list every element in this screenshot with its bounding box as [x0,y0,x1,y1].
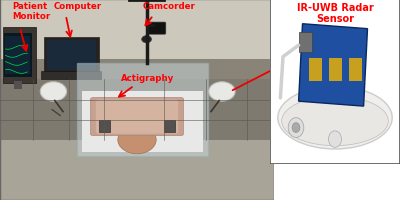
FancyBboxPatch shape [90,98,184,136]
Text: Camcorder: Camcorder [142,2,195,11]
FancyBboxPatch shape [0,60,274,80]
FancyBboxPatch shape [0,0,274,64]
FancyBboxPatch shape [14,82,22,90]
Ellipse shape [282,97,388,146]
FancyBboxPatch shape [0,80,274,140]
FancyBboxPatch shape [99,120,110,132]
FancyBboxPatch shape [164,120,175,132]
Ellipse shape [278,87,392,149]
FancyBboxPatch shape [349,59,362,82]
Circle shape [40,82,66,102]
Circle shape [288,118,304,138]
FancyBboxPatch shape [96,100,178,134]
FancyBboxPatch shape [46,41,96,71]
FancyBboxPatch shape [270,0,400,164]
FancyBboxPatch shape [309,59,322,82]
Text: Computer: Computer [54,2,102,11]
FancyBboxPatch shape [3,28,36,84]
FancyBboxPatch shape [41,72,101,80]
FancyBboxPatch shape [0,140,274,200]
Polygon shape [298,25,368,107]
FancyBboxPatch shape [44,38,99,74]
FancyBboxPatch shape [298,33,312,52]
Text: IR-UWB Radar
Sensor: IR-UWB Radar Sensor [297,3,373,24]
Circle shape [118,126,156,154]
Circle shape [142,36,152,44]
FancyBboxPatch shape [146,23,166,35]
Circle shape [209,82,235,102]
FancyBboxPatch shape [5,37,30,75]
FancyBboxPatch shape [329,59,342,82]
FancyBboxPatch shape [82,92,203,152]
Circle shape [292,123,300,133]
Circle shape [328,131,342,148]
FancyBboxPatch shape [4,34,32,78]
FancyBboxPatch shape [77,64,208,156]
Text: Actigraphy: Actigraphy [120,74,174,83]
Text: Patient
Monitor: Patient Monitor [12,2,50,21]
FancyBboxPatch shape [0,0,274,200]
